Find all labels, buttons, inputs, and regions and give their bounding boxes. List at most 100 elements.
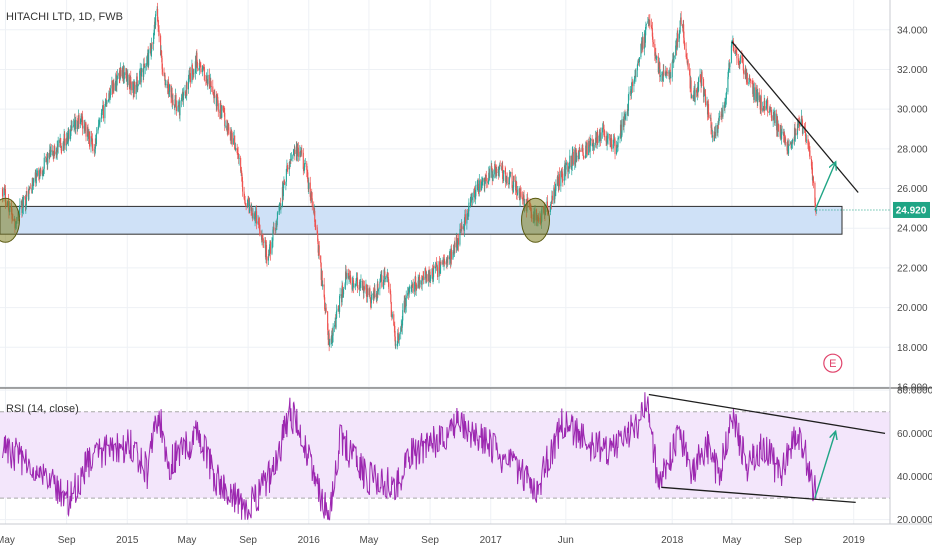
downtrend-line[interactable]: [731, 41, 859, 193]
candle-body: [814, 202, 816, 209]
candle-body: [742, 63, 744, 71]
candle-body: [297, 147, 299, 157]
candle-body: [98, 123, 100, 126]
candle-body: [811, 165, 813, 168]
candle-body: [623, 117, 625, 127]
candle-body: [329, 341, 331, 345]
candle-body: [480, 184, 482, 191]
candle-body: [506, 176, 508, 184]
candle-body: [207, 74, 209, 84]
candle-body: [448, 256, 451, 260]
candle-body: [446, 256, 449, 263]
rsi-pane[interactable]: [0, 392, 890, 521]
candle-body: [161, 50, 163, 58]
candle-body: [435, 263, 437, 267]
chart-title: HITACHI LTD, 1D, FWB: [6, 11, 123, 23]
candle-body: [665, 70, 667, 73]
candle-body: [233, 138, 235, 145]
candle-body: [369, 297, 371, 302]
candle-body: [257, 221, 260, 223]
candle-body: [394, 336, 396, 346]
price-projection-arrow[interactable]: [814, 163, 835, 211]
candle-body: [481, 181, 483, 184]
support-touch-highlight[interactable]: [520, 197, 550, 243]
x-tick-label: Jun: [558, 535, 574, 546]
candle-body: [691, 95, 693, 99]
price-tick-label: 20.000: [897, 303, 928, 314]
candle-body: [659, 62, 661, 78]
candle-body: [314, 221, 316, 226]
candle-body: [238, 157, 240, 159]
candle-body: [322, 284, 324, 287]
support-zone[interactable]: [0, 205, 843, 235]
candle-body: [356, 277, 359, 288]
candle-body: [249, 204, 251, 213]
candle-body: [302, 152, 304, 169]
candle-body: [440, 261, 442, 264]
candle-body: [214, 95, 216, 97]
candle-body: [590, 138, 592, 141]
candle-body: [148, 50, 150, 66]
candle-body: [244, 198, 246, 201]
candle-body: [4, 189, 7, 203]
candle-body: [77, 124, 79, 129]
candle-body: [313, 205, 315, 213]
candle-body: [581, 150, 583, 152]
rsi-projection-arrow[interactable]: [814, 432, 835, 499]
candle-body: [43, 168, 45, 172]
candle-body: [335, 318, 337, 328]
candle-body: [120, 68, 122, 77]
rsi-tick-label: 60.0000: [897, 429, 932, 440]
candle-body: [252, 213, 254, 219]
candle-body: [553, 187, 555, 200]
candle-body: [784, 133, 786, 143]
candle-body: [337, 308, 339, 311]
price-pane[interactable]: [0, 2, 890, 352]
candle-body: [254, 217, 256, 220]
candle-body: [502, 165, 504, 179]
candle-body: [379, 281, 381, 290]
candle-body: [276, 212, 278, 220]
candle-body: [791, 139, 794, 143]
candle-body: [492, 174, 494, 178]
candle-body: [791, 142, 793, 144]
candle-body: [177, 105, 179, 111]
candle-body: [487, 181, 489, 183]
candle-body: [652, 42, 654, 45]
candle-body: [701, 71, 703, 80]
candle-body: [666, 72, 668, 74]
candle-body: [755, 92, 757, 102]
candle-body: [605, 136, 607, 142]
candle-body: [360, 281, 362, 282]
support-touch-highlight[interactable]: [0, 197, 20, 243]
candle-body: [143, 63, 145, 68]
earnings-icon: E: [829, 358, 836, 370]
candle-body: [804, 128, 807, 137]
candle-body: [445, 263, 447, 265]
candle-body: [599, 129, 601, 135]
candle-body: [443, 259, 446, 264]
candle-body: [281, 186, 283, 207]
candle-body: [384, 271, 386, 280]
rsi-tick-label: 20.0000: [897, 515, 932, 526]
candle-body: [571, 166, 573, 169]
candle-body: [185, 96, 187, 99]
candle-body: [301, 150, 303, 153]
rsi-lower-trendline[interactable]: [661, 486, 856, 504]
candle-body: [675, 45, 677, 56]
candle-body: [196, 61, 198, 69]
candle-body: [753, 87, 755, 100]
candle-body: [206, 78, 208, 84]
candle-body: [70, 130, 72, 139]
candle-body: [126, 70, 128, 80]
candle-body: [107, 99, 109, 101]
candle-body: [191, 64, 193, 83]
rsi-upper-trendline[interactable]: [648, 393, 886, 434]
candle-body: [332, 335, 334, 343]
candle-body: [342, 285, 344, 298]
candle-body: [42, 174, 44, 176]
earnings-marker[interactable]: E: [823, 353, 843, 373]
candle-body: [579, 150, 581, 152]
candle-body: [797, 120, 800, 125]
